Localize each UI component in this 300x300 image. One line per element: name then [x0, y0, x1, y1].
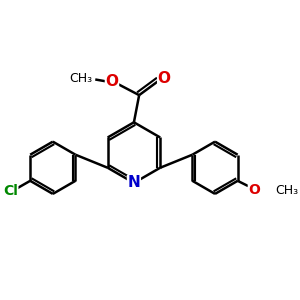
Text: O: O	[248, 183, 260, 197]
Text: Cl: Cl	[3, 184, 18, 198]
Text: N: N	[128, 176, 140, 190]
Text: CH₃: CH₃	[275, 184, 298, 197]
Text: O: O	[158, 71, 171, 86]
Text: O: O	[106, 74, 118, 88]
Text: CH₃: CH₃	[70, 72, 93, 85]
